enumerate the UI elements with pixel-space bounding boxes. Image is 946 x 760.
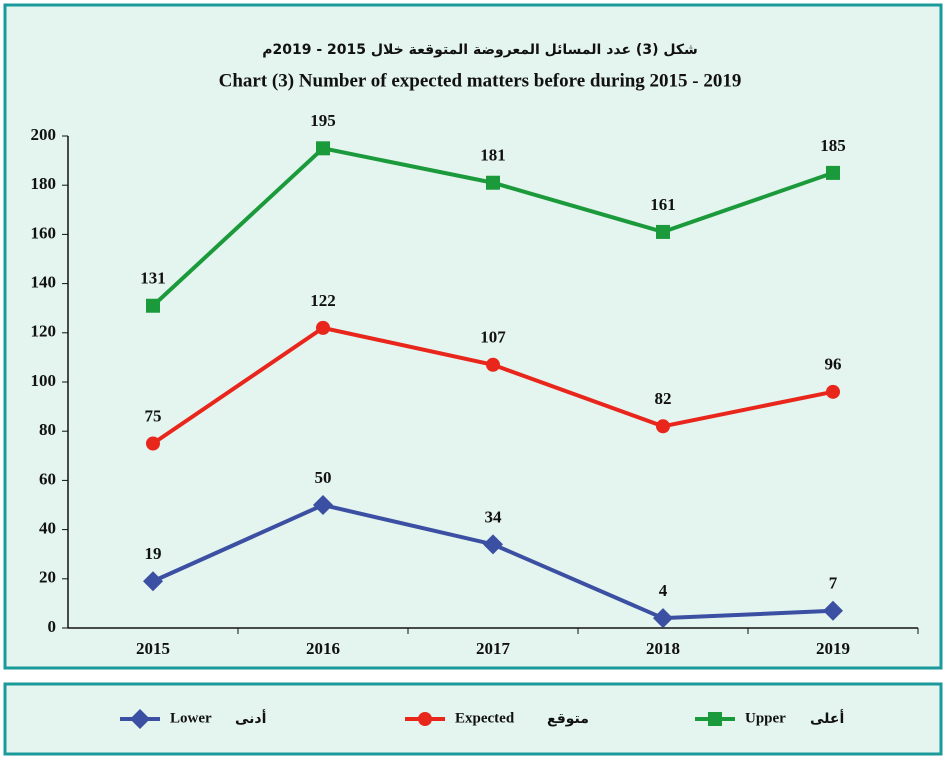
point — [316, 320, 330, 335]
y-tick-label: 140 — [31, 273, 57, 292]
data-label: 34 — [485, 507, 503, 526]
data-label: 4 — [659, 581, 668, 600]
data-label: 7 — [829, 574, 838, 593]
y-tick-label: 60 — [39, 469, 56, 488]
plot-frame — [3, 3, 943, 670]
legend-marker — [708, 712, 722, 726]
point — [146, 436, 160, 451]
point — [656, 224, 670, 239]
y-tick-label: 120 — [31, 322, 57, 341]
point — [313, 495, 333, 515]
point — [316, 141, 330, 156]
data-label: 122 — [310, 291, 336, 310]
data-label: 50 — [315, 468, 332, 487]
y-tick-label: 200 — [31, 125, 57, 144]
point — [826, 165, 840, 180]
legend-label: Upper — [745, 710, 786, 726]
point — [823, 600, 843, 621]
data-label: 75 — [145, 406, 162, 425]
data-label: 107 — [480, 328, 506, 347]
point — [826, 384, 840, 399]
legend-frame — [3, 682, 943, 756]
y-tick-label: 40 — [39, 519, 56, 538]
data-label: 19 — [145, 544, 162, 563]
data-label: 96 — [825, 355, 842, 374]
data-label: 161 — [650, 195, 676, 214]
x-tick-label: 2018 — [646, 639, 680, 658]
x-tick-label: 2019 — [816, 639, 850, 658]
chart-title-ar: شكل (3) عدد المسائل المعروضة المتوقعة خل… — [262, 42, 698, 58]
point — [483, 534, 503, 555]
point — [146, 298, 160, 313]
data-label: 185 — [820, 136, 846, 155]
point — [656, 419, 670, 434]
legend-marker — [418, 712, 432, 726]
legend-marker — [130, 709, 150, 729]
y-tick-label: 100 — [31, 371, 57, 390]
y-tick-label: 80 — [39, 420, 56, 439]
legend-label-ar: أعلى — [810, 709, 844, 727]
point — [143, 571, 163, 592]
legend-label: Lower — [170, 710, 212, 726]
y-tick-label: 0 — [48, 617, 57, 636]
legend-label-ar: متوقع — [547, 711, 589, 727]
x-tick-label: 2016 — [306, 639, 340, 658]
y-tick-label: 180 — [31, 174, 57, 193]
legend-label-ar: أدنى — [235, 709, 266, 727]
data-label: 181 — [480, 146, 506, 165]
y-tick-label: 20 — [39, 568, 56, 587]
data-label: 82 — [655, 389, 672, 408]
point — [486, 357, 500, 372]
x-tick-label: 2017 — [476, 639, 511, 658]
data-label: 131 — [140, 269, 166, 288]
chart-title: Chart (3) Number of expected matters bef… — [219, 70, 742, 91]
data-label: 195 — [310, 111, 336, 130]
point — [486, 175, 500, 190]
legend-label: Expected — [455, 710, 515, 726]
y-tick-label: 160 — [31, 223, 57, 242]
point — [653, 608, 673, 629]
x-tick-label: 2015 — [136, 639, 170, 658]
